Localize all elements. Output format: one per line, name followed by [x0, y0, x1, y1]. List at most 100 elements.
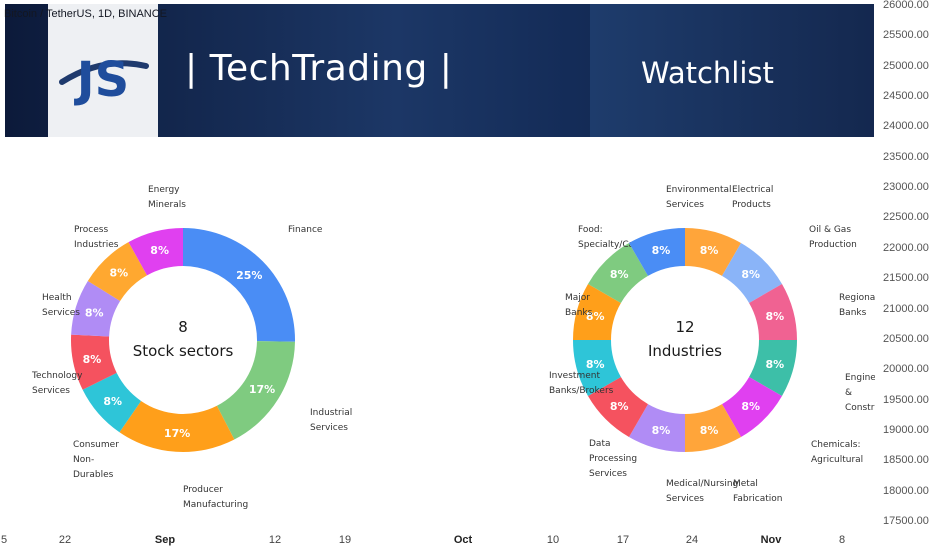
slice-percent-label: 25%: [236, 269, 262, 282]
slice-percent-label: 8%: [83, 353, 102, 366]
slice-category-line: Manufacturing: [183, 500, 248, 510]
slice-percent-label: 8%: [586, 310, 605, 323]
slice-category-line: Construction: [845, 403, 875, 413]
header-banner: JS | TechTrading | Watchlist: [5, 4, 874, 137]
donut-slice: [128, 228, 183, 276]
slice-category-line: Specialty/Candy: [578, 240, 652, 250]
slice-percent-label: 8%: [103, 395, 122, 408]
logo: JS: [48, 4, 158, 137]
donut-slice: [629, 404, 685, 452]
donut-slice: [71, 280, 121, 337]
slice-category-label: Health Services: [42, 293, 80, 318]
price-tick-label: 26000.00: [883, 0, 929, 11]
slice-category-line: Metal: [733, 479, 758, 489]
slice-category-line: Energy: [148, 185, 180, 195]
donut-slice: [685, 404, 741, 452]
brand-title: | TechTrading |: [185, 48, 453, 89]
slice-percent-label: 8%: [652, 244, 671, 257]
slice-percent-label: 8%: [700, 244, 719, 257]
slice-category-line: Process: [74, 225, 108, 235]
slice-category-line: Producer: [183, 485, 223, 495]
time-axis[interactable]: 5 22 Sep 12 19 Oct 10 17 24 Nov 8: [0, 528, 932, 550]
donut-slice: [588, 243, 648, 303]
slice-category-line: Regional: [839, 293, 875, 303]
time-tick-label: 19: [338, 534, 352, 546]
slice-percent-label: 8%: [610, 268, 629, 281]
slice-category-line: Medical/Nursing: [666, 479, 738, 489]
price-tick-label: 25000.00: [883, 59, 929, 72]
slice-category-line: Durables: [73, 470, 114, 480]
slice-percent-label: 17%: [249, 383, 275, 396]
slice-category-label: Investment Banks/Brokers: [549, 371, 614, 396]
industries-chart: 8% Electrical Products 8% Oil & Gas Productio…: [549, 185, 875, 504]
slice-category-line: Processing: [589, 454, 637, 464]
donut-slice: [573, 340, 621, 396]
price-tick-label: 22000.00: [883, 241, 929, 254]
donut-center-label: Industries: [648, 342, 722, 360]
slice-category-line: Banks: [565, 308, 593, 318]
slice-percent-label: 8%: [765, 358, 784, 371]
donut-slice: [749, 340, 797, 396]
slice-category-label: Process Industries: [74, 225, 119, 250]
donut-slice: [119, 400, 235, 453]
price-axis[interactable]: 26000.00 25500.00 25000.00 24500.00 24000.00…: [875, 0, 932, 528]
donut-center-count: 8: [178, 318, 188, 336]
slice-category-line: Data: [589, 439, 611, 449]
time-tick-label: 12: [268, 534, 282, 546]
slice-category-label: Consumer Non- Durables: [73, 440, 119, 480]
donut-slice: [82, 372, 142, 433]
slice-category-label: Technology Services: [31, 371, 83, 396]
time-tick-label: Oct: [453, 534, 473, 546]
slice-percent-label: 17%: [164, 427, 190, 440]
js-logo-icon: JS: [59, 52, 149, 108]
slice-category-label: Medical/Nursing Services: [666, 479, 738, 504]
slice-category-line: Banks/Brokers: [549, 386, 614, 396]
donut-slice: [722, 243, 782, 303]
slice-category-line: Production: [809, 240, 857, 250]
slice-category-label: Data Processing Services: [589, 439, 637, 479]
time-tick-label: 24: [685, 534, 699, 546]
slice-category-line: Products: [732, 200, 771, 210]
slice-percent-label: 8%: [741, 268, 760, 281]
donut-center-label: Stock sectors: [133, 342, 234, 360]
slice-category-line: Electrical: [732, 185, 773, 195]
logo-text: JS: [74, 52, 129, 108]
slice-category-label: Food: Specialty/Candy: [578, 225, 652, 250]
slice-category-line: &: [845, 388, 852, 398]
slice-category-label: Industrial Services: [310, 408, 352, 433]
time-tick-label: 22: [58, 534, 72, 546]
slice-category-line: Agricultural: [811, 455, 863, 465]
donut-slice: [588, 377, 648, 437]
donut-slice: [87, 242, 148, 301]
price-tick-label: 22500.00: [883, 211, 929, 224]
donut-slice: [722, 377, 782, 437]
slice-category-line: Banks: [839, 308, 867, 318]
time-tick-label: 8: [838, 534, 846, 546]
slice-category-line: Finance: [288, 225, 323, 235]
slice-category-line: Services: [666, 200, 704, 210]
slice-percent-label: 8%: [652, 424, 671, 437]
donut-slice: [629, 228, 685, 276]
price-tick-label: 19000.00: [883, 423, 929, 436]
symbol-header[interactable]: Bitcoin / TetherUS, 1D, BINANCE: [4, 8, 168, 20]
slice-category-label: Energy Minerals: [148, 185, 186, 210]
donut-slice: [183, 228, 295, 342]
slice-percent-label: 8%: [586, 358, 605, 371]
slice-category-line: Services: [42, 308, 80, 318]
slice-category-line: Health: [42, 293, 72, 303]
donut-slice: [685, 228, 741, 276]
price-tick-label: 24000.00: [883, 120, 929, 133]
slice-category-line: Industries: [74, 240, 119, 250]
slice-category-label: Producer Manufacturing: [183, 485, 248, 510]
slice-category-line: Minerals: [148, 200, 186, 210]
time-tick-label: Sep: [154, 534, 176, 546]
watchlist-panel: [590, 4, 874, 137]
slice-category-line: Oil & Gas: [809, 225, 851, 235]
slice-percent-label: 8%: [85, 306, 104, 319]
price-tick-label: 23000.00: [883, 181, 929, 194]
donut-slice: [749, 284, 797, 340]
price-tick-label: 18000.00: [883, 484, 929, 497]
donut-slice: [71, 334, 117, 390]
stock-sectors-chart: 25% Finance 17% Industrial Services 17% Produc…: [31, 185, 352, 510]
slice-category-line: Non-: [73, 455, 94, 465]
